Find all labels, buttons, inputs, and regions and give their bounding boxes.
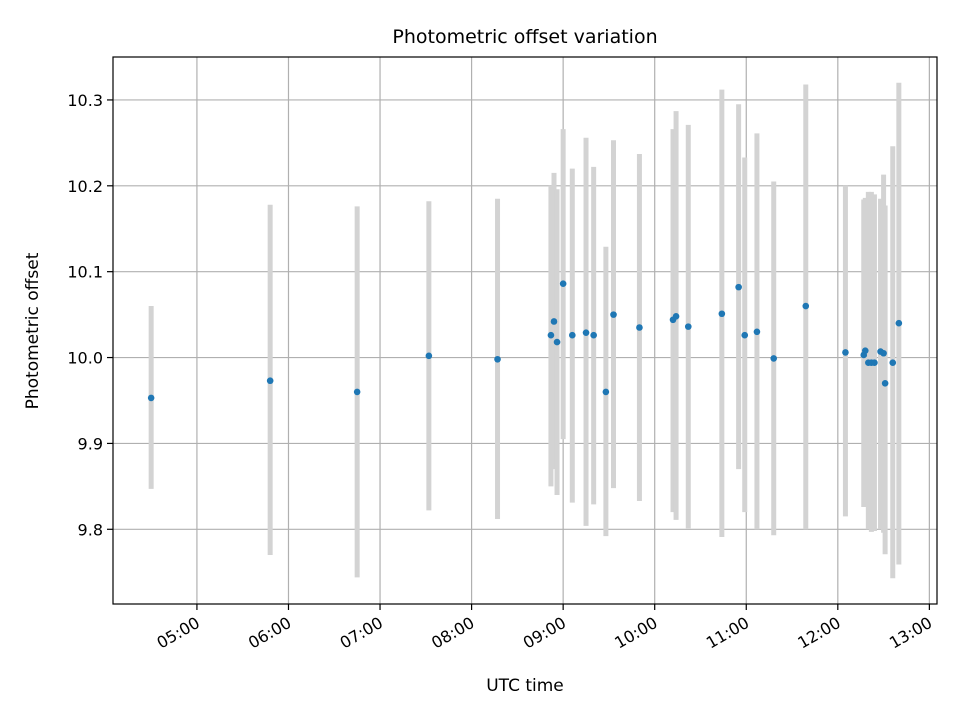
data-point: [559, 280, 567, 288]
data-point: [553, 338, 561, 346]
data-points: [147, 280, 903, 402]
data-point: [735, 283, 742, 291]
y-tick-label: 10.0: [67, 349, 103, 368]
data-point: [672, 313, 680, 320]
y-tick-label: 10.2: [67, 177, 103, 196]
y-axis-label: Photometric offset: [23, 252, 43, 409]
data-point: [266, 377, 274, 385]
data-point: [550, 318, 558, 325]
data-point: [895, 319, 903, 327]
data-point: [842, 349, 849, 356]
y-tick-label: 10.1: [67, 263, 103, 282]
data-point: [770, 355, 778, 362]
y-tick-label: 10.3: [67, 91, 103, 110]
chart-title: Photometric offset variation: [392, 26, 657, 48]
data-point: [881, 380, 889, 387]
data-point: [590, 331, 597, 339]
y-tick-label: 9.8: [78, 520, 103, 539]
y-tick-label: 9.9: [78, 434, 103, 453]
data-point: [880, 349, 887, 357]
data-point: [753, 328, 761, 336]
data-point: [718, 310, 726, 318]
y-axis-ticks: 9.8 9.9 10.0 10.1 10.2 10.3: [67, 91, 113, 539]
data-point: [871, 359, 878, 367]
data-point: [602, 388, 610, 396]
data-point: [582, 329, 590, 336]
data-point: [861, 347, 869, 354]
data-point: [353, 388, 361, 396]
data-point: [684, 323, 692, 330]
data-point: [741, 331, 749, 339]
x-axis-label: UTC time: [486, 676, 564, 696]
data-point: [494, 355, 501, 363]
data-point: [547, 331, 555, 339]
data-point: [147, 394, 155, 402]
plot-frame: [112, 56, 938, 605]
data-point: [636, 324, 643, 331]
data-point: [802, 302, 810, 310]
data-point: [610, 311, 617, 318]
data-point: [889, 359, 897, 367]
data-point: [569, 331, 576, 339]
data-point: [425, 352, 433, 360]
